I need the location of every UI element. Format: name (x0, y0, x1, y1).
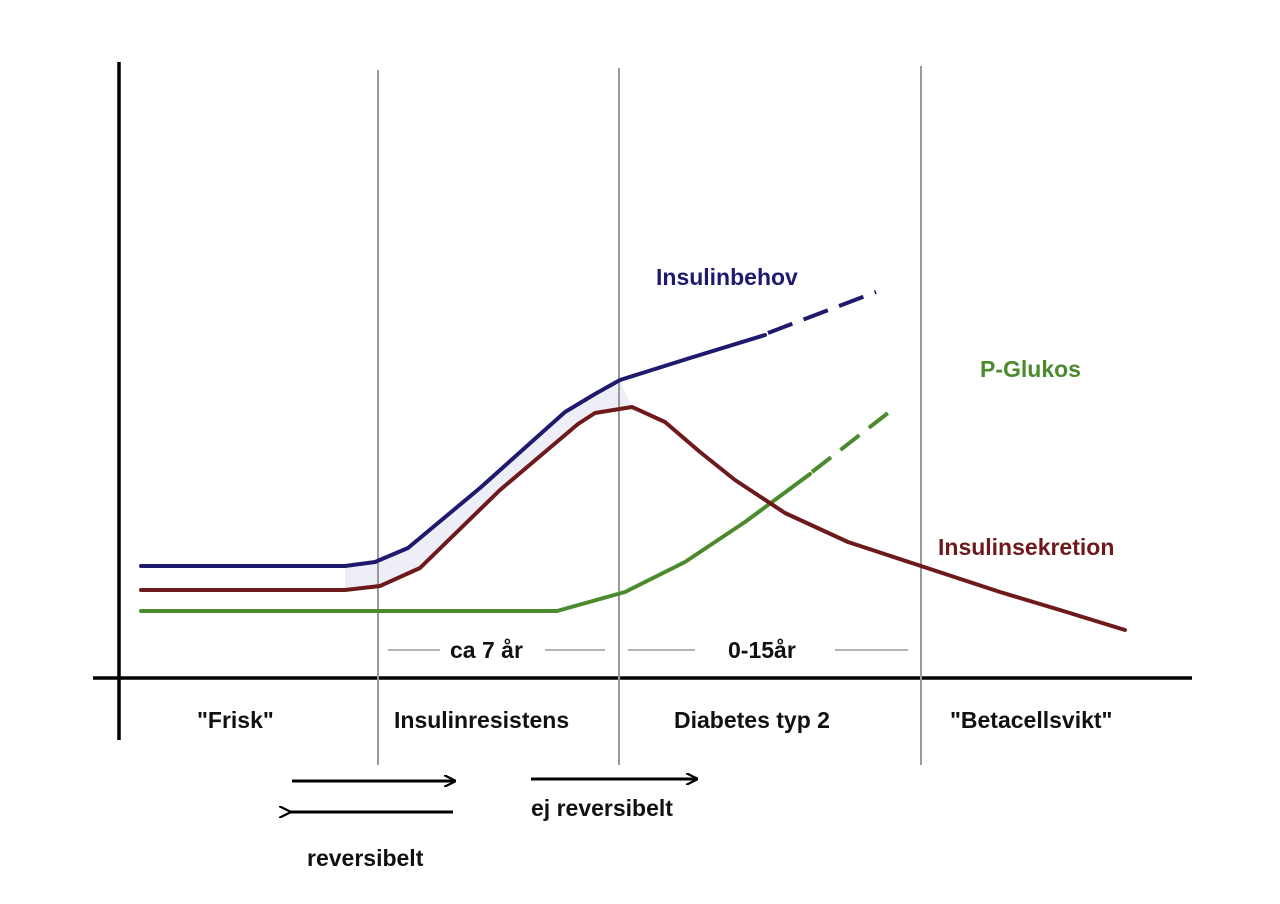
insulin-need-curve (139, 333, 767, 568)
phase-resistance-label: Insulinresistens (394, 707, 569, 733)
glucose-curve (139, 472, 812, 613)
insulin-secretion-label: Insulinsekretion (938, 534, 1114, 560)
glucose-label: P-Glukos (980, 356, 1081, 382)
duration-resistance-label: ca 7 år (450, 637, 523, 663)
duration-diabetes-label: 0-15år (728, 637, 796, 663)
irreversible-label: ej reversibelt (531, 795, 673, 821)
phase-diabetes-label: Diabetes typ 2 (674, 707, 830, 733)
insulin-secretion-curve (139, 405, 1127, 632)
insulin-need-label: Insulinbehov (656, 264, 798, 290)
phase-healthy-label: "Frisk" (197, 707, 274, 733)
phase-failure-label: "Betacellsvikt" (950, 707, 1112, 733)
compensation-band (345, 380, 632, 590)
insulin-need-curve-projection (767, 290, 877, 335)
glucose-curve-projection (810, 411, 890, 474)
reversible-label: reversibelt (307, 845, 424, 871)
